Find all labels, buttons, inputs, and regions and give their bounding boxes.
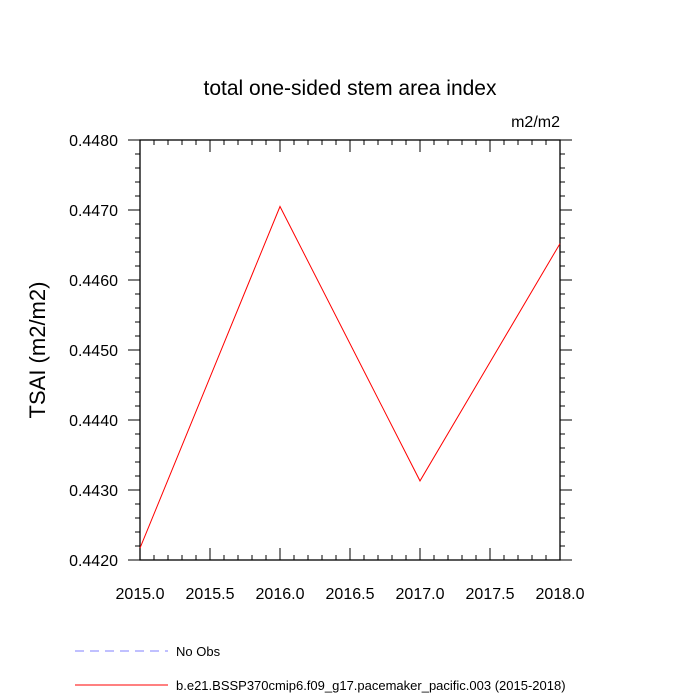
y-axis-label: TSAI (m2/m2)	[25, 282, 50, 419]
legend-label-no-obs: No Obs	[176, 644, 221, 659]
chart-title: total one-sided stem area index	[203, 77, 497, 100]
legend-label-series: b.e21.BSSP370cmip6.f09_g17.pacemaker_pac…	[176, 678, 566, 693]
series-layer	[139, 205, 561, 549]
y-tick-labels: 0.4420 0.4430 0.4440 0.4450 0.4460 0.4470 0.44…	[69, 133, 118, 570]
y-tick-label: 0.4470	[69, 203, 118, 220]
x-tick-label: 2017.0	[396, 586, 445, 603]
y-tick-label: 0.4450	[69, 343, 118, 360]
axis-ticks	[128, 139, 572, 561]
y-tick-label: 0.4440	[69, 413, 118, 430]
x-tick-label: 2015.0	[116, 586, 165, 603]
x-tick-labels: 2015.0 2015.5 2016.0 2016.5 2017.0 2017.5 2018…	[116, 586, 585, 603]
y-tick-label: 0.4430	[69, 483, 118, 500]
x-tick-label: 2016.5	[326, 586, 375, 603]
x-tick-label: 2016.0	[256, 586, 305, 603]
y-tick-label: 0.4460	[69, 273, 118, 290]
series-line-0	[139, 205, 561, 549]
x-tick-label: 2017.5	[466, 586, 515, 603]
x-tick-label: 2018.0	[536, 586, 585, 603]
units-label: m2/m2	[511, 114, 560, 131]
y-tick-label: 0.4480	[69, 133, 118, 150]
y-tick-label: 0.4420	[69, 553, 118, 570]
x-tick-label: 2015.5	[186, 586, 235, 603]
